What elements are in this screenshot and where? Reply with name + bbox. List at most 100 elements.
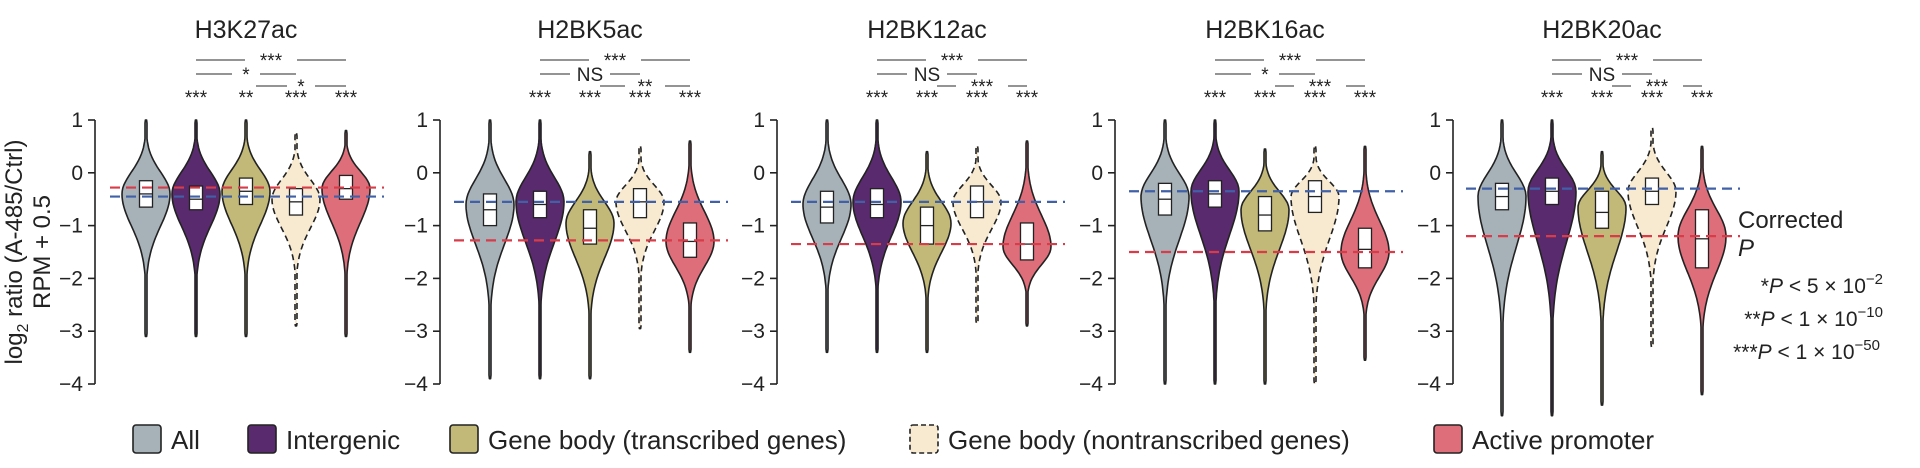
y-tick-label: 1 bbox=[1091, 109, 1103, 132]
significance-label: *** bbox=[1591, 88, 1614, 109]
legend-label: Gene body (transcribed genes) bbox=[488, 425, 846, 455]
y-tick-label: −4 bbox=[1417, 373, 1441, 396]
y-tick-label: −3 bbox=[741, 320, 765, 343]
bracket-label: *** bbox=[941, 51, 964, 72]
violin-all bbox=[465, 119, 515, 380]
bracket-label: *** bbox=[260, 51, 283, 72]
p-key-entry: ***P < 1 × 10−50 bbox=[1733, 337, 1880, 364]
bracket-label: *** bbox=[1646, 77, 1669, 98]
y-tick-label: −4 bbox=[741, 373, 765, 396]
violin-gene-body-transcribed-genes bbox=[1240, 148, 1290, 385]
p-key-title: Corrected bbox=[1738, 207, 1843, 234]
violin-gene-body-transcribed-genes bbox=[1577, 150, 1627, 406]
significance-label: *** bbox=[1204, 88, 1227, 109]
bracket-label: *** bbox=[1309, 77, 1332, 98]
y-axis-title-log: log bbox=[1, 332, 28, 364]
y-axis-title: log2 ratio (A-485/Ctrl) bbox=[1, 140, 32, 365]
violin-active-promoter bbox=[1677, 145, 1727, 396]
p-key-title-p: P bbox=[1738, 235, 1754, 262]
significance-label: *** bbox=[966, 88, 989, 109]
y-tick-label: 0 bbox=[753, 162, 765, 185]
y-tick-label: −4 bbox=[404, 373, 428, 396]
panel-title: H2BK20ac bbox=[1542, 16, 1662, 44]
legend-label: Active promoter bbox=[1472, 425, 1654, 455]
bracket-label: ** bbox=[638, 77, 653, 98]
panel-title: H2BK16ac bbox=[1205, 16, 1325, 44]
p-key-rel: < 5 × 10 bbox=[1783, 275, 1866, 298]
significance-label: *** bbox=[679, 88, 702, 109]
legend-swatch bbox=[449, 424, 479, 454]
p-key-p: P bbox=[1761, 308, 1775, 331]
p-key-stars: *** bbox=[1733, 341, 1758, 364]
violin-gene-body-nontranscribed-genes bbox=[952, 145, 1002, 325]
y-tick-label: −3 bbox=[1417, 320, 1441, 343]
p-key-stars: ** bbox=[1744, 308, 1760, 331]
box-iqr bbox=[869, 187, 885, 219]
legend-swatch bbox=[909, 424, 939, 454]
significance-label: *** bbox=[629, 88, 652, 109]
y-axis-title-rest: ratio (A-485/Ctrl) bbox=[1, 140, 28, 324]
significance-label: *** bbox=[579, 88, 602, 109]
y-tick-label: −2 bbox=[741, 267, 765, 290]
y-tick-label: 0 bbox=[416, 162, 428, 185]
y-tick-label: 1 bbox=[71, 109, 83, 132]
p-key-p: P bbox=[1769, 275, 1783, 298]
significance-label: *** bbox=[529, 88, 552, 109]
y-tick-label: 1 bbox=[753, 109, 765, 132]
y-axis-title-sub: 2 bbox=[15, 323, 32, 332]
legend-swatch bbox=[132, 424, 162, 454]
violin-intergenic bbox=[171, 119, 221, 338]
violin-active-promoter bbox=[321, 129, 371, 338]
y-tick-label: −2 bbox=[59, 267, 83, 290]
violin-gene-body-nontranscribed-genes bbox=[1627, 127, 1677, 348]
y-tick-label: 0 bbox=[1091, 162, 1103, 185]
y-tick-label: 1 bbox=[1429, 109, 1441, 132]
panel-title: H2BK5ac bbox=[537, 16, 643, 44]
y-axis-label: log2 ratio (A-485/Ctrl) RPM + 0.5 bbox=[1, 140, 56, 365]
legend-label: Gene body (nontranscribed genes) bbox=[948, 425, 1350, 455]
box-iqr bbox=[632, 187, 648, 219]
bracket-label: * bbox=[1261, 65, 1269, 86]
y-tick-label: −1 bbox=[59, 215, 83, 238]
violin-gene-body-transcribed-genes bbox=[221, 119, 271, 338]
violin-gene-body-nontranscribed-genes bbox=[615, 145, 665, 330]
box-iqr bbox=[1594, 190, 1610, 229]
significance-label: *** bbox=[185, 88, 208, 109]
p-key-p: P bbox=[1758, 341, 1772, 364]
y-tick-label: 1 bbox=[416, 109, 428, 132]
bracket-label: NS bbox=[577, 65, 603, 86]
y-tick-label: −1 bbox=[741, 215, 765, 238]
bracket-label: *** bbox=[971, 77, 994, 98]
violin-intergenic bbox=[852, 119, 902, 354]
p-key-rel: < 1 × 10 bbox=[1775, 308, 1858, 331]
p-key-exp: −2 bbox=[1866, 271, 1883, 288]
box-iqr bbox=[1357, 227, 1373, 269]
bracket-label: *** bbox=[1279, 51, 1302, 72]
legend: All Intergenic Gene body (transcribed gene… bbox=[132, 424, 1654, 455]
violin-all bbox=[121, 119, 171, 338]
p-key-exp: −10 bbox=[1858, 304, 1883, 321]
legend-label: All bbox=[171, 425, 200, 455]
bracket-label: NS bbox=[1589, 65, 1615, 86]
violin-all bbox=[1477, 119, 1527, 417]
y-tick-label: −1 bbox=[1417, 215, 1441, 238]
y-axis-title-line2: RPM + 0.5 bbox=[29, 195, 56, 309]
y-tick-label: −2 bbox=[1079, 267, 1103, 290]
y-tick-label: −3 bbox=[1079, 320, 1103, 343]
y-tick-label: −4 bbox=[1079, 373, 1103, 396]
significance-label: *** bbox=[1016, 88, 1039, 109]
significance-label: *** bbox=[1354, 88, 1377, 109]
violin-intergenic bbox=[515, 119, 565, 380]
p-key-exp: −50 bbox=[1855, 337, 1880, 354]
significance-label: *** bbox=[1641, 88, 1664, 109]
legend-swatch bbox=[1433, 424, 1463, 454]
y-tick-label: 0 bbox=[1429, 162, 1441, 185]
y-tick-label: −2 bbox=[1417, 267, 1441, 290]
bracket-label: NS bbox=[914, 65, 940, 86]
significance-label: ** bbox=[239, 88, 254, 109]
